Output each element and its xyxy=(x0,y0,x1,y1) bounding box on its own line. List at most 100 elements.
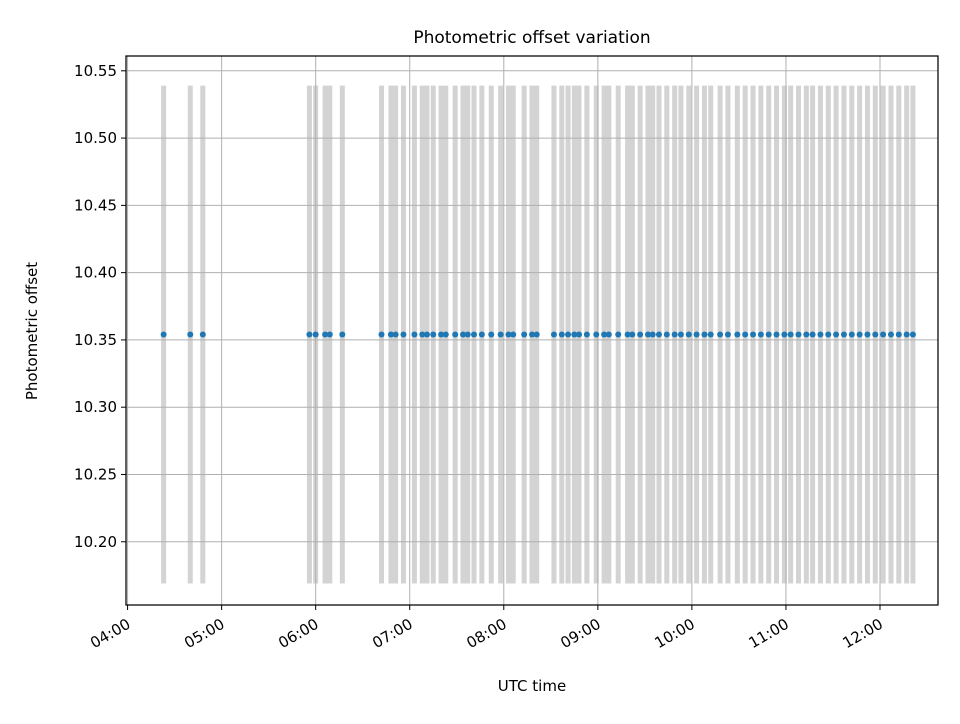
y-tick-label: 10.40 xyxy=(74,264,117,282)
data-point xyxy=(571,331,578,338)
data-point xyxy=(505,331,512,338)
data-point xyxy=(765,331,772,338)
y-ticks: 10.20 10.25 10.30 10.35 10.40 10.45 10.50 10.55 xyxy=(74,62,126,551)
data-point xyxy=(423,331,430,338)
data-point xyxy=(825,331,832,338)
data-point xyxy=(488,331,495,338)
data-point xyxy=(787,331,794,338)
data-point xyxy=(795,331,802,338)
y-tick-label: 10.20 xyxy=(74,533,117,551)
data-point xyxy=(880,331,887,338)
data-point xyxy=(387,331,394,338)
data-point xyxy=(392,331,399,338)
points-layer xyxy=(160,331,916,338)
data-point xyxy=(624,331,631,338)
data-point xyxy=(707,331,714,338)
data-point xyxy=(887,331,894,338)
data-point xyxy=(701,331,708,338)
y-tick-label: 10.25 xyxy=(74,465,117,483)
data-point xyxy=(160,331,167,338)
data-point xyxy=(615,331,622,338)
data-point xyxy=(550,331,557,338)
data-point xyxy=(742,331,749,338)
x-axis-label: UTC time xyxy=(498,677,566,695)
data-point xyxy=(629,331,636,338)
chart-title: Photometric offset variation xyxy=(413,28,650,48)
data-point xyxy=(464,331,471,338)
data-point xyxy=(856,331,863,338)
data-point xyxy=(471,331,477,338)
data-point xyxy=(326,331,333,338)
data-point xyxy=(187,331,194,338)
data-point xyxy=(717,331,724,338)
data-point xyxy=(903,331,910,338)
data-point xyxy=(438,331,445,338)
data-point xyxy=(497,331,504,338)
data-point xyxy=(817,331,824,338)
data-point xyxy=(773,331,780,338)
data-point xyxy=(757,331,764,338)
data-point xyxy=(872,331,879,338)
data-point xyxy=(895,331,902,338)
data-point xyxy=(781,331,788,338)
data-point xyxy=(909,331,916,338)
data-point xyxy=(312,331,319,338)
grid-layer xyxy=(126,56,938,605)
data-point xyxy=(529,331,535,338)
data-point xyxy=(419,331,426,338)
data-point xyxy=(442,331,449,338)
data-point xyxy=(677,331,684,338)
data-point xyxy=(809,331,816,338)
x-tick-label: 04:00 xyxy=(87,615,133,652)
data-point xyxy=(734,331,741,338)
data-point xyxy=(663,331,670,338)
data-point xyxy=(750,331,757,338)
data-point xyxy=(671,331,678,338)
data-point xyxy=(411,331,418,338)
data-point xyxy=(565,331,572,338)
data-point xyxy=(601,331,608,338)
data-point xyxy=(322,331,329,338)
data-point xyxy=(637,331,644,338)
data-point xyxy=(533,331,540,338)
data-point xyxy=(848,331,855,338)
y-tick-label: 10.35 xyxy=(74,331,117,349)
data-point xyxy=(645,331,651,338)
data-point xyxy=(460,331,467,338)
data-point xyxy=(693,331,700,338)
x-ticks: 04:00 05:00 06:00 07:00 08:00 09:00 10:00 11:00… xyxy=(87,605,886,652)
x-tick-label: 05:00 xyxy=(181,615,227,652)
x-tick-label: 07:00 xyxy=(369,615,415,652)
x-tick-label: 06:00 xyxy=(275,615,321,652)
y-tick-label: 10.45 xyxy=(74,196,117,214)
data-point xyxy=(521,331,528,338)
data-point xyxy=(685,331,692,338)
data-point xyxy=(199,331,206,338)
data-point xyxy=(605,331,612,338)
data-point xyxy=(452,331,459,338)
data-point xyxy=(576,331,583,338)
data-point xyxy=(593,331,600,338)
data-point xyxy=(430,331,437,338)
y-axis-label: Photometric offset xyxy=(23,262,41,400)
data-point xyxy=(649,331,656,338)
data-point xyxy=(378,331,385,338)
data-point xyxy=(478,331,485,338)
data-point xyxy=(339,331,346,338)
data-point xyxy=(400,331,407,338)
data-point xyxy=(583,331,590,338)
data-point xyxy=(510,331,517,338)
data-point xyxy=(864,331,871,338)
plot-frame xyxy=(125,55,939,606)
data-point xyxy=(655,331,662,338)
y-tick-label: 10.55 xyxy=(74,62,117,80)
x-tick-label: 11:00 xyxy=(746,615,792,652)
x-tick-label: 12:00 xyxy=(840,615,886,652)
x-tick-label: 10:00 xyxy=(651,615,697,652)
x-tick-label: 08:00 xyxy=(463,615,509,652)
y-tick-label: 10.30 xyxy=(74,398,117,416)
data-point xyxy=(833,331,840,338)
data-point xyxy=(306,331,313,338)
